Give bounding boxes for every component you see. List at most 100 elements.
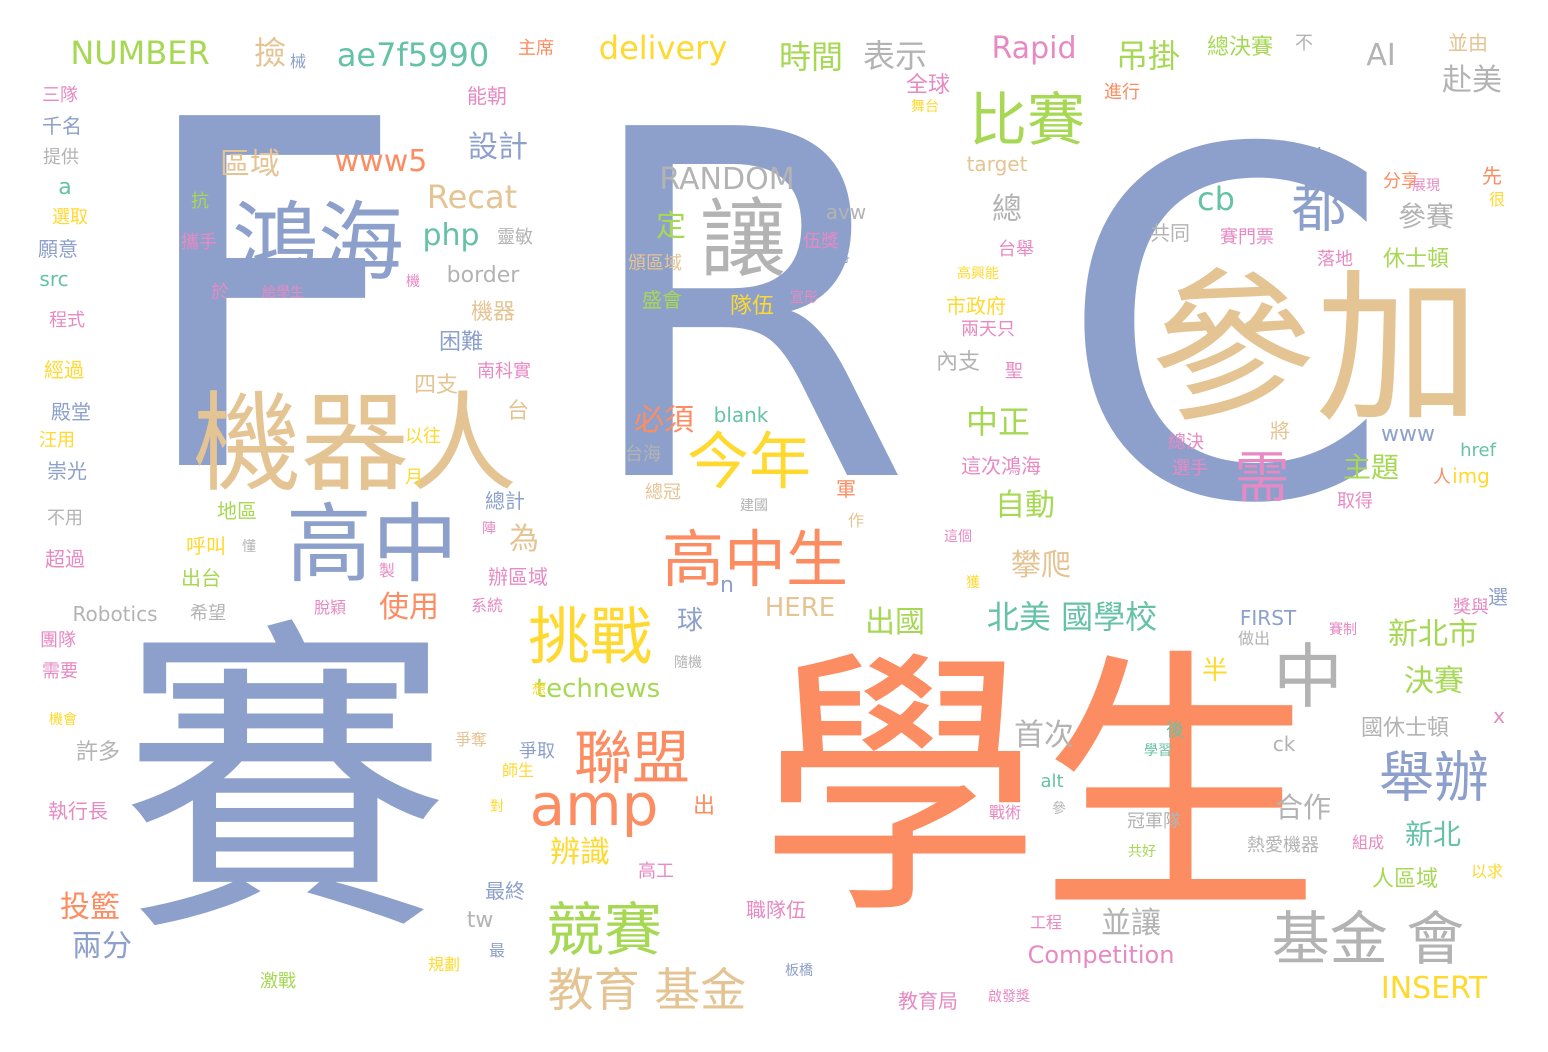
- cloud-word: 需要: [42, 661, 78, 682]
- cloud-word: 半: [1201, 656, 1229, 686]
- cloud-word: 懂: [242, 539, 256, 555]
- cloud-word: delivery: [598, 29, 728, 67]
- cloud-word: 賽門票: [1220, 227, 1274, 248]
- cloud-word: 千名: [42, 114, 82, 138]
- cloud-word: 攀爬: [1011, 548, 1071, 583]
- cloud-word: 參加: [1150, 253, 1480, 446]
- cloud-word: 首次: [1014, 718, 1074, 753]
- cloud-word: 規劃: [427, 955, 461, 974]
- cloud-word: 三隊: [42, 85, 78, 106]
- cloud-word: 聖: [1005, 361, 1023, 382]
- cloud-word: 國休士頓: [1360, 716, 1450, 741]
- cloud-word: 獲: [966, 575, 980, 591]
- cloud-word: www: [1381, 422, 1435, 447]
- cloud-word: 選手: [1172, 458, 1208, 479]
- cloud-word: 很: [1488, 190, 1506, 209]
- cloud-word: 定: [656, 209, 686, 244]
- cloud-word: 許多: [75, 740, 121, 765]
- cloud-word: blank: [713, 403, 769, 427]
- cloud-word: 總決賽: [1206, 35, 1274, 60]
- cloud-word: Rapid: [991, 31, 1077, 66]
- cloud-word: 作: [847, 511, 865, 530]
- cloud-word: 挑戰: [527, 600, 653, 673]
- cloud-word: alt: [1040, 771, 1064, 792]
- cloud-word: 困難: [438, 330, 484, 355]
- cloud-word: 崇光: [47, 459, 87, 483]
- cloud-word: 職隊伍: [746, 898, 806, 922]
- cloud-word: 學生: [760, 627, 1320, 953]
- cloud-word: RANDOM: [659, 162, 795, 197]
- cloud-word: 區域: [220, 147, 280, 182]
- cloud-word: 主題: [1342, 451, 1400, 484]
- cloud-word: 經過: [44, 358, 84, 382]
- cloud-word: 吊掛: [1115, 37, 1181, 75]
- cloud-word: 盛會: [642, 288, 682, 312]
- cloud-word: 表示: [862, 37, 928, 75]
- cloud-word: 總: [992, 192, 1022, 227]
- cloud-word: 聯盟: [573, 724, 691, 792]
- cloud-word: x: [1493, 704, 1505, 728]
- cloud-word: 機: [406, 274, 420, 290]
- cloud-word: a: [58, 175, 72, 200]
- cloud-word: 學習: [1144, 743, 1172, 759]
- cloud-word: 不: [1295, 33, 1313, 54]
- cloud-word: href: [1460, 440, 1496, 461]
- cloud-word: 製: [378, 561, 396, 580]
- cloud-word: 赴美: [1442, 63, 1502, 98]
- cloud-word: 出: [692, 794, 716, 819]
- cloud-word: 並讓: [1101, 906, 1161, 941]
- cloud-word: target: [966, 152, 1028, 176]
- cloud-word: 展現: [1412, 178, 1440, 194]
- cloud-word: 高工: [638, 861, 674, 882]
- cloud-word: 需: [1234, 445, 1290, 510]
- cloud-word: Robotics: [72, 602, 158, 626]
- cloud-word: NUMBER: [70, 34, 210, 72]
- cloud-word: 落地: [1317, 249, 1353, 270]
- cloud-word: 共好: [1128, 844, 1156, 860]
- cloud-word: 隊伍: [729, 294, 775, 319]
- cloud-word: 人區域: [1371, 867, 1439, 892]
- cloud-word: 啟發獎: [988, 989, 1030, 1005]
- cloud-word: 給學生: [262, 285, 304, 301]
- cloud-word: 賽制: [1329, 622, 1357, 638]
- cloud-word: 兩分: [72, 929, 132, 964]
- cloud-word: 台: [506, 399, 530, 424]
- cloud-word: n: [720, 573, 734, 598]
- cloud-word: 師生: [501, 761, 535, 780]
- cloud-word: Recat: [426, 178, 518, 216]
- cloud-word: technews: [535, 674, 661, 704]
- cloud-word: 程式: [49, 310, 85, 331]
- cloud-word: 以求: [1470, 862, 1504, 881]
- cloud-word: 軍: [836, 477, 856, 501]
- cloud-word: 新北市: [1388, 617, 1478, 652]
- cloud-word: 鴻海: [232, 193, 404, 293]
- cloud-word: 參賽: [1397, 200, 1455, 233]
- cloud-word: 台海: [625, 444, 661, 465]
- cloud-word: 選: [1488, 585, 1508, 609]
- cloud-word: 四支: [413, 373, 459, 398]
- cloud-word: 這次鴻海: [961, 454, 1041, 478]
- cloud-word: 將: [1270, 419, 1290, 443]
- cloud-word: 能朝: [467, 84, 507, 108]
- cloud-word: 獎與: [1453, 597, 1489, 618]
- cloud-word: HERE: [764, 593, 836, 623]
- cloud-word: 時間: [778, 38, 844, 76]
- cloud-word: 人: [1433, 467, 1451, 488]
- cloud-word: 陣: [482, 521, 496, 537]
- cloud-word: 超過: [45, 547, 85, 571]
- cloud-word: 為: [509, 522, 539, 557]
- cloud-word: 主席: [518, 38, 554, 59]
- cloud-word: 投籃: [60, 890, 120, 925]
- cloud-word: 新北: [1404, 818, 1462, 851]
- cloud-word: 今年: [686, 425, 812, 498]
- cloud-word: 教育局: [898, 989, 958, 1013]
- cloud-word: 總冠: [645, 482, 681, 503]
- cloud-word: 月: [405, 467, 423, 488]
- cloud-word: F: [131, 20, 409, 579]
- cloud-word: 辨識: [550, 835, 610, 870]
- cloud-word: 隨機: [674, 655, 702, 671]
- cloud-word: avw: [825, 200, 867, 224]
- cloud-word: 工程: [1029, 913, 1063, 932]
- cloud-word: 做出: [1237, 629, 1271, 648]
